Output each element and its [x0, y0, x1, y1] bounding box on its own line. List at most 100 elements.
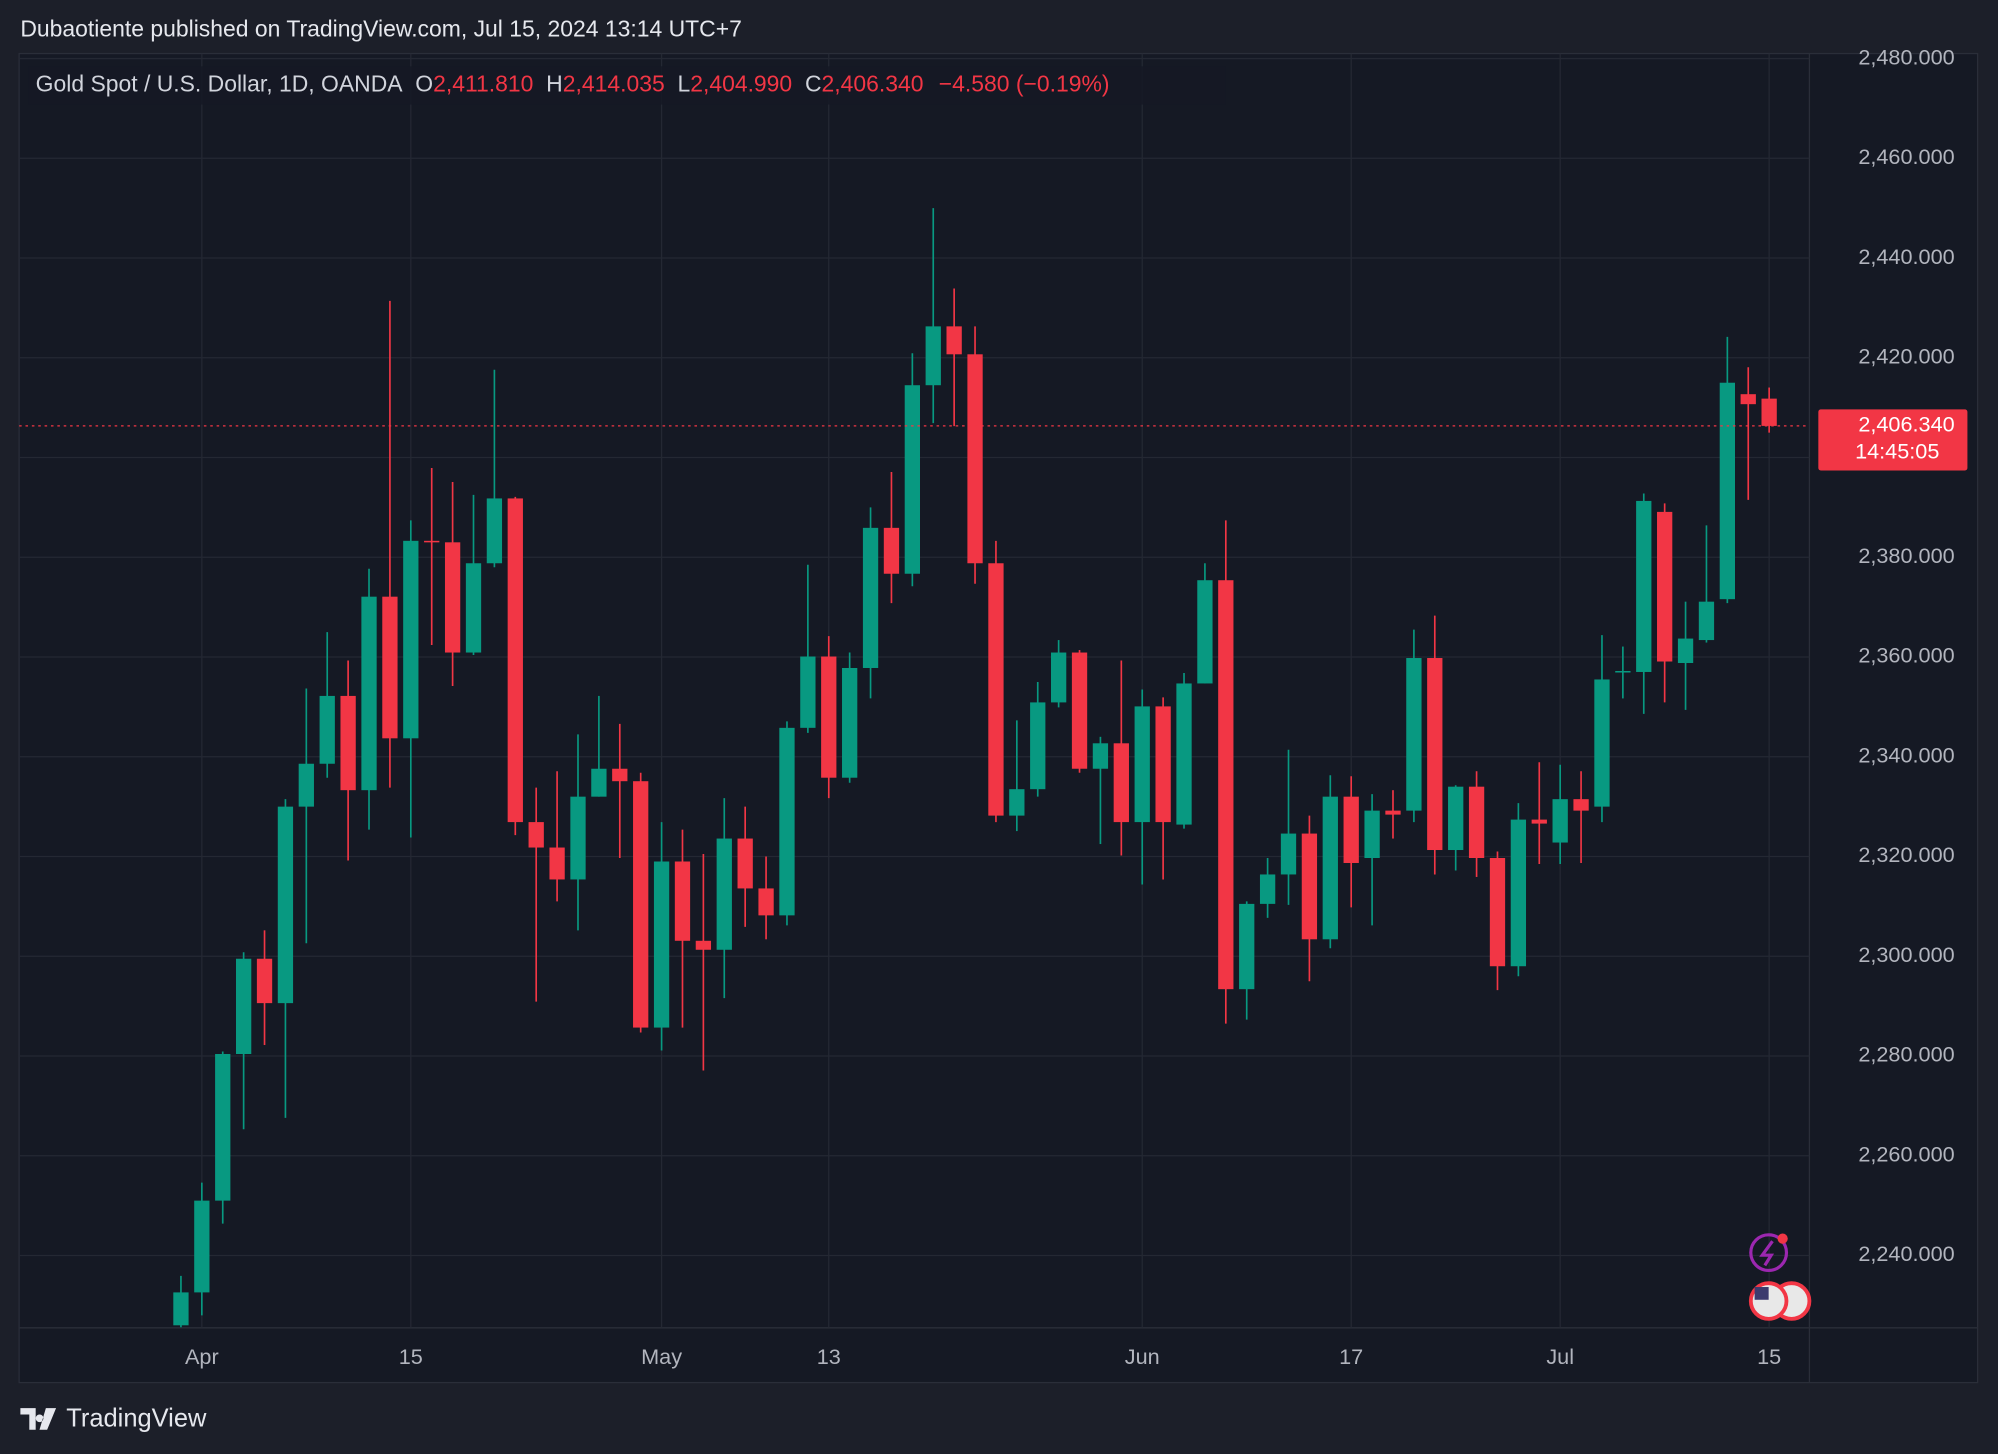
candle-body	[883, 527, 900, 574]
candle-body	[695, 940, 712, 950]
candle-body	[716, 838, 732, 950]
candle-body	[862, 527, 879, 668]
candle-body	[256, 958, 273, 1004]
candle-body	[1468, 786, 1485, 859]
candle-body	[1197, 580, 1213, 684]
candle-body	[1343, 796, 1359, 863]
candle-body	[1657, 511, 1673, 662]
candle-body	[800, 656, 816, 728]
candle-body	[194, 1200, 210, 1293]
x-tick-label: Apr	[185, 1344, 219, 1369]
candle-body	[277, 806, 294, 1004]
x-tick-label: 8	[8, 1344, 20, 1369]
brand-name: TradingView	[66, 1404, 207, 1432]
candle-body	[1134, 706, 1150, 823]
candle-body	[215, 1054, 231, 1201]
candle-body	[1239, 903, 1255, 990]
candle-body	[1364, 810, 1380, 859]
symbol-legend: Gold Spot / U.S. Dollar, 1D, OANDA O2,411…	[36, 70, 1110, 96]
ohlc-key: C	[805, 70, 822, 96]
brand: TradingView	[20, 1404, 207, 1432]
y-tick-label: 2,280.000	[1858, 1042, 1954, 1067]
y-tick-label: 2,360.000	[1858, 643, 1954, 668]
y-tick-label: 2,420.000	[1858, 344, 1954, 369]
candle-body	[424, 540, 440, 543]
candle-body	[1761, 398, 1777, 426]
candle-body	[403, 540, 419, 739]
candle-body	[1698, 601, 1715, 641]
candle-body	[946, 326, 962, 355]
event-icons	[1748, 1233, 1812, 1321]
candle-body	[1050, 652, 1067, 703]
grid	[19, 53, 1810, 1328]
time-axis: 8 Apr 15 May 13 Jun 17 Jul 15	[8, 1344, 1781, 1369]
ohlc-key: O	[415, 70, 433, 96]
candle-body	[779, 727, 795, 916]
price-axis: 2,240.000 2,260.000 2,280.000 2,300.000 2,32…	[1818, 44, 1968, 1266]
candle-body	[1322, 796, 1338, 940]
candle-body	[1510, 819, 1527, 967]
candle-body	[988, 563, 1004, 816]
symbol: Gold Spot / U.S. Dollar, 1D, OANDA	[36, 70, 404, 96]
y-tick-label: 2,480.000	[1858, 44, 1954, 69]
candle-body	[465, 563, 482, 653]
candle-body	[235, 958, 252, 1055]
candle-body	[1113, 743, 1129, 823]
candle-body	[653, 861, 670, 1028]
candle-body	[1594, 679, 1610, 807]
x-tick-label: May	[641, 1344, 682, 1369]
candle-body	[904, 385, 920, 574]
candle-body	[507, 498, 523, 823]
candle-body	[319, 695, 335, 764]
candle-body	[528, 822, 544, 848]
x-tick-label: 15	[1757, 1344, 1781, 1369]
candle-body	[1719, 382, 1735, 600]
candle-body	[612, 768, 628, 782]
publisher-line: Dubaotiente published on TradingView.com…	[20, 16, 741, 42]
candle-body	[1531, 819, 1547, 824]
candle-body	[1176, 683, 1192, 825]
candle-body	[758, 888, 774, 916]
y-tick-label: 2,340.000	[1858, 742, 1954, 767]
candle-body	[1009, 789, 1025, 816]
candle-body	[173, 1292, 189, 1326]
candle-body	[737, 838, 753, 889]
event-icon	[1749, 1233, 1789, 1273]
last-price-label: 2,406.340	[1858, 412, 1954, 437]
event-dot	[1777, 1233, 1788, 1244]
candle-body	[1740, 394, 1756, 405]
candle-body	[925, 326, 941, 386]
candle-body	[361, 596, 377, 791]
candle-body	[1071, 652, 1088, 769]
ohlc-value: 2,414.035	[563, 70, 665, 96]
candle-body	[1615, 670, 1631, 673]
candle-body	[1301, 833, 1318, 940]
flag-canton	[1754, 1287, 1769, 1300]
candle-body	[1092, 743, 1109, 769]
candle-body	[1385, 810, 1401, 815]
y-tick-label: 2,460.000	[1858, 144, 1954, 169]
candle-body	[1636, 500, 1652, 672]
candle-body	[382, 596, 398, 739]
candle-body	[1489, 858, 1506, 967]
candle-body	[298, 763, 314, 807]
y-tick-label: 2,300.000	[1858, 942, 1954, 967]
candle-body	[1259, 874, 1276, 904]
candle-body	[1448, 786, 1464, 851]
candle-body	[444, 542, 461, 653]
candle-body	[340, 695, 356, 791]
last-price-box	[1818, 409, 1968, 471]
candle-body	[1218, 580, 1234, 990]
ohlc-value: 2,404.990	[690, 70, 792, 96]
brand-logo	[20, 1408, 57, 1430]
candle-body	[1677, 638, 1694, 664]
candle-body	[1030, 702, 1046, 790]
x-tick-label: 15	[399, 1344, 423, 1369]
candle-body	[633, 781, 649, 1028]
y-tick-label: 2,380.000	[1858, 543, 1954, 568]
ohlc-key: H	[546, 70, 563, 96]
legend-backdrop	[28, 66, 1226, 105]
candle-body	[967, 354, 983, 564]
x-tick-label: 13	[817, 1344, 841, 1369]
